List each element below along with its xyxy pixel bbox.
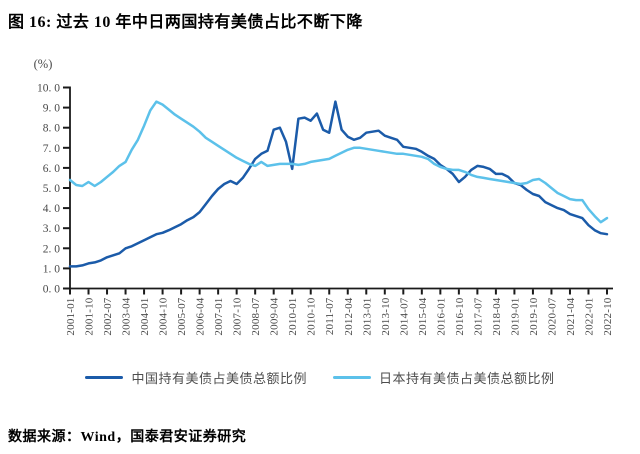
x-axis-tick-label: 2022-10 (602, 297, 614, 335)
x-axis-tick-label: 2018-04 (491, 297, 503, 335)
y-axis-tick-label: 8. 0 (43, 123, 61, 135)
x-axis-tick-label: 2004-01 (139, 298, 151, 336)
y-axis-tick-label: 1. 0 (43, 263, 61, 275)
x-axis-tick-label: 2004-10 (158, 297, 170, 335)
x-axis-tick-label: 2015-04 (417, 297, 429, 335)
x-axis-tick-label: 2008-07 (250, 297, 262, 335)
legend-label: 日本持有美债占美债总额比例 (379, 370, 555, 386)
x-axis-tick-label: 2007-10 (232, 297, 244, 335)
x-axis-tick-label: 2011-07 (324, 297, 336, 335)
x-axis-tick-label: 2022-01 (583, 298, 595, 336)
y-axis-tick-label: 4. 0 (43, 203, 61, 215)
legend-line-swatch (85, 375, 124, 379)
x-axis-tick-label: 2010-01 (287, 298, 299, 336)
x-axis-tick-label: 2017-07 (472, 297, 484, 335)
y-axis-tick-label: 7. 0 (43, 143, 61, 155)
x-axis-tick-label: 2020-07 (546, 297, 558, 335)
x-axis-tick-label: 2009-04 (269, 297, 281, 335)
chart-title: 图 16: 过去 10 年中日两国持有美债占比不断下降 (8, 14, 363, 31)
x-axis-tick-label: 2001-01 (65, 298, 77, 336)
legend-item-china: 中国持有美债占美债总额比例 (85, 368, 307, 387)
y-axis-tick-label: 6. 0 (43, 163, 61, 175)
y-axis-tick-label: 2. 0 (43, 243, 61, 255)
x-axis-tick-label: 2013-01 (361, 298, 373, 336)
x-axis-tick-label: 2019-01 (509, 298, 521, 336)
x-axis-tick-label: 2016-01 (435, 298, 447, 336)
legend-line-swatch (333, 375, 371, 379)
x-axis-tick-label: 2016-10 (454, 297, 466, 335)
x-axis-tick-label: 2019-10 (528, 297, 540, 335)
x-axis-tick-label: 2007-01 (213, 298, 225, 336)
x-axis-tick-label: 2012-04 (343, 297, 355, 335)
x-axis-tick-label: 2005-07 (176, 297, 188, 335)
japan-series-line (68, 100, 609, 224)
x-axis-tick-label: 2006-04 (195, 297, 207, 335)
y-axis-tick-label: 0. 0 (43, 284, 61, 296)
x-axis-tick-label: 2013-10 (380, 297, 392, 335)
plot-area: 0. 0 1. 0 2. 0 3. 0 4. 0 5. 0 6. 0 7. 0 8. 0 9. 0… (37, 83, 614, 336)
data-source-note: 数据来源：Wind，国泰君安证券研究 (8, 430, 247, 445)
x-axis-tick-label: 2002-07 (102, 297, 114, 335)
y-axis-tick-label: 5. 0 (43, 183, 61, 195)
x-axis-tick-label: 2021-04 (565, 297, 577, 335)
y-axis-tick-label: 10. 0 (37, 83, 60, 95)
x-axis-tick-label: 2010-10 (306, 297, 318, 335)
y-axis-tick-label: 9. 0 (43, 103, 61, 115)
y-axis-tick-label: 3. 0 (43, 223, 61, 235)
chart-legend: 中国持有美债占美债总额比例 日本持有美债占美债总额比例 (0, 366, 640, 388)
x-axis-tick-label: 2001-10 (84, 297, 96, 335)
legend-label: 中国持有美债占美债总额比例 (131, 370, 307, 386)
legend-item-japan: 日本持有美债占美债总额比例 (333, 368, 555, 387)
x-axis-tick-label: 2003-04 (121, 297, 133, 335)
y-axis-unit-label: (%) (34, 57, 53, 71)
x-axis-tick-label: 2014-07 (398, 297, 410, 335)
